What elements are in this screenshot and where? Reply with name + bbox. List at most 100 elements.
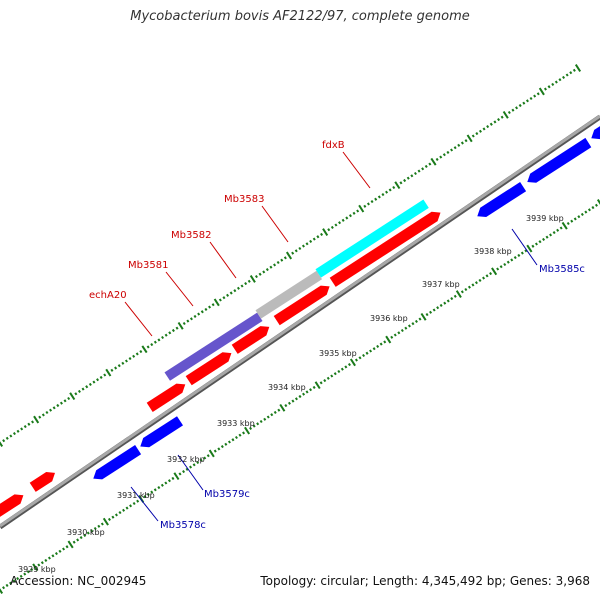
minor-tick xyxy=(366,202,370,206)
minor-tick xyxy=(200,310,204,314)
gene-label: Mb3582 xyxy=(171,230,211,241)
minor-tick xyxy=(265,268,269,272)
reverse-gene xyxy=(140,416,183,448)
minor-tick xyxy=(312,385,316,389)
minor-tick xyxy=(23,425,27,429)
leader-line xyxy=(209,241,237,279)
minor-tick xyxy=(270,413,274,417)
minor-tick xyxy=(283,256,287,260)
minor-tick xyxy=(20,427,24,431)
minor-tick xyxy=(352,211,356,215)
major-tick xyxy=(141,345,148,354)
minor-tick xyxy=(62,547,66,551)
minor-tick xyxy=(234,435,238,440)
minor-tick xyxy=(410,174,414,178)
minor-tick xyxy=(489,272,493,276)
leader-line xyxy=(342,151,371,189)
minor-tick xyxy=(114,513,118,517)
minor-tick xyxy=(114,366,118,370)
minor-tick xyxy=(390,335,394,339)
minor-tick xyxy=(111,515,115,519)
minor-tick xyxy=(220,445,224,449)
minor-tick xyxy=(96,378,100,382)
minor-tick xyxy=(171,328,175,333)
minor-tick xyxy=(41,413,45,417)
major-tick xyxy=(420,312,427,321)
minor-tick xyxy=(309,239,313,243)
minor-tick xyxy=(139,350,143,354)
minor-tick xyxy=(450,148,454,152)
major-tick xyxy=(0,441,4,447)
minor-tick xyxy=(143,495,147,499)
minor-tick xyxy=(485,274,489,278)
minor-tick xyxy=(16,429,20,433)
minor-tick xyxy=(411,322,415,326)
minor-tick xyxy=(381,193,385,197)
minor-tick xyxy=(168,331,172,335)
minor-tick xyxy=(218,298,222,302)
minor-tick xyxy=(587,208,591,212)
major-tick xyxy=(105,368,112,377)
major-tick xyxy=(285,251,293,260)
minor-tick xyxy=(72,540,76,544)
minor-tick xyxy=(63,399,67,403)
minor-tick xyxy=(192,463,196,467)
minor-tick xyxy=(136,499,140,503)
minor-tick xyxy=(178,472,182,476)
scale-label: 3932 kbp xyxy=(167,455,205,464)
minor-tick xyxy=(562,75,566,79)
minor-tick xyxy=(513,256,517,260)
major-tick xyxy=(385,335,392,344)
minor-tick xyxy=(189,317,193,321)
minor-tick xyxy=(189,465,193,469)
minor-tick xyxy=(150,490,154,494)
minor-tick xyxy=(23,572,27,576)
major-tick xyxy=(102,517,109,526)
minor-tick xyxy=(584,210,588,214)
minor-tick xyxy=(534,242,538,246)
minor-tick xyxy=(457,143,461,147)
minor-tick xyxy=(474,281,478,285)
minor-tick xyxy=(12,432,16,436)
minor-tick xyxy=(591,205,595,210)
scale-label: 3936 kbp xyxy=(370,314,408,323)
minor-tick xyxy=(580,212,584,216)
minor-tick xyxy=(31,420,35,424)
minor-tick xyxy=(429,310,433,314)
minor-tick xyxy=(294,397,298,401)
minor-tick xyxy=(103,373,107,377)
leader-line xyxy=(165,271,194,307)
minor-tick xyxy=(460,290,464,294)
minor-tick xyxy=(280,258,284,262)
minor-tick xyxy=(547,85,551,89)
forward-gene xyxy=(146,383,186,412)
minor-tick xyxy=(298,246,302,251)
minor-tick xyxy=(291,399,295,403)
genome-summary-text: Topology: circular; Length: 4,345,492 bp… xyxy=(260,574,590,588)
minor-tick xyxy=(393,333,397,337)
minor-tick xyxy=(167,479,171,483)
minor-tick xyxy=(291,251,295,255)
minor-tick xyxy=(436,306,440,310)
minor-tick xyxy=(486,125,490,129)
minor-tick xyxy=(510,258,514,262)
minor-tick xyxy=(489,122,493,126)
minor-tick xyxy=(26,570,30,574)
minor-tick xyxy=(545,235,549,239)
minor-tick xyxy=(262,270,266,274)
minor-tick xyxy=(377,195,381,199)
scale-label: 3939 kbp xyxy=(526,214,564,223)
minor-tick xyxy=(294,249,298,253)
minor-tick xyxy=(97,524,101,528)
minor-tick xyxy=(196,460,200,465)
leader-line xyxy=(124,301,153,337)
minor-tick xyxy=(439,155,443,159)
minor-tick xyxy=(370,200,374,204)
minor-tick xyxy=(203,456,207,460)
gene-labels: fdxB Mb3583 Mb3582 Mb3581 echA20 Mb3585c Mb357… xyxy=(89,140,585,531)
minor-tick xyxy=(287,401,291,405)
minor-tick xyxy=(345,216,349,220)
minor-tick xyxy=(277,408,281,412)
minor-tick xyxy=(558,78,562,82)
minor-tick xyxy=(566,221,570,226)
